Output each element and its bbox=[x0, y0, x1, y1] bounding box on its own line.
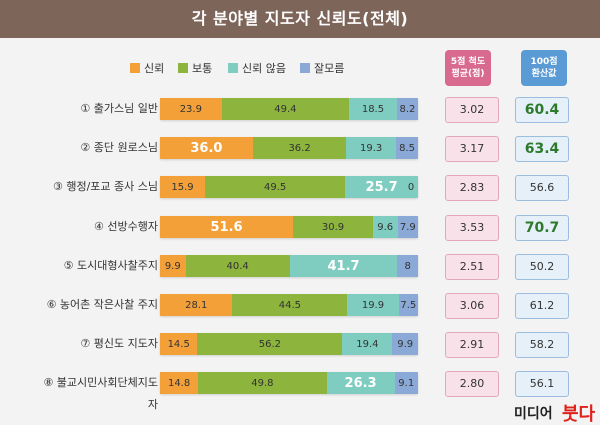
bar-segment-general-monks-normal: 49.4 bbox=[221, 98, 350, 120]
stacked-bar-admin-monks: 15.9 49.5 25.7 0 bbox=[160, 176, 418, 198]
five-point-value-elder-monks: 3.17 bbox=[445, 136, 499, 162]
hundred-point-header: 100점 환산값 bbox=[521, 50, 567, 86]
hundred-point-header-line2: 환산값 bbox=[531, 69, 557, 79]
five-point-value-general-monks: 3.02 bbox=[445, 97, 499, 123]
bar-segment-lay-leaders-distrust: 19.4 bbox=[342, 333, 393, 355]
five-point-header-line1: 5점 척도 bbox=[450, 57, 486, 67]
bar-segment-lay-leaders-trust: 14.5 bbox=[160, 333, 198, 355]
hundred-point-value-general-monks: 60.4 bbox=[515, 97, 569, 123]
stacked-bar-meditators: 51.6 30.9 9.6 7.9 bbox=[160, 216, 418, 238]
bar-segment-civil-society-leaders-normal: 49.8 bbox=[198, 372, 327, 394]
stacked-bar-rural-temple-abbots: 28.1 44.5 19.9 7.5 bbox=[160, 294, 418, 316]
bar-segment-urban-temple-abbots-normal: 40.4 bbox=[185, 255, 290, 277]
legend-item-trust: 신뢰 bbox=[130, 60, 164, 76]
bar-segment-civil-society-leaders-trust: 14.8 bbox=[160, 372, 199, 394]
legend-item-normal: 보통 bbox=[178, 60, 212, 76]
bar-segment-lay-leaders-unknown: 9.9 bbox=[392, 333, 418, 355]
legend-item-unknown: 잘모름 bbox=[300, 60, 344, 76]
bar-segment-rural-temple-abbots-unknown: 7.5 bbox=[398, 294, 418, 316]
hundred-point-header-line1: 100점 bbox=[530, 57, 558, 67]
category-label-rural-temple-abbots: ⑥ 농어촌 작은사찰 주지 bbox=[46, 298, 158, 311]
legend-swatch-distrust bbox=[228, 63, 238, 73]
category-label-urban-temple-abbots: ⑤ 도시대형사찰주지 bbox=[63, 259, 158, 272]
hundred-point-value-civil-society-leaders: 56.1 bbox=[515, 371, 569, 397]
bar-segment-elder-monks-unknown: 8.5 bbox=[396, 137, 418, 159]
bar-segment-urban-temple-abbots-distrust: 41.7 bbox=[289, 255, 398, 277]
hundred-point-value-admin-monks: 56.6 bbox=[515, 175, 569, 201]
bar-segment-civil-society-leaders-unknown: 9.1 bbox=[394, 372, 418, 394]
title-bar bbox=[0, 0, 600, 38]
hundred-point-value-rural-temple-abbots: 61.2 bbox=[515, 293, 569, 319]
logo-text-dark: 미디어 bbox=[514, 405, 553, 422]
legend-swatch-normal bbox=[178, 63, 188, 73]
category-label-meditators: ④ 선방수행자 bbox=[94, 220, 158, 233]
bar-segment-general-monks-trust: 23.9 bbox=[160, 98, 222, 120]
legend-item-distrust: 신뢰 않음 bbox=[228, 60, 286, 76]
category-label-lay-leaders: ⑦ 평신도 지도자 bbox=[80, 337, 158, 350]
stacked-bar-general-monks: 23.9 49.4 18.5 8.2 bbox=[160, 98, 418, 120]
bar-segment-lay-leaders-normal: 56.2 bbox=[197, 333, 343, 355]
bar-segment-rural-temple-abbots-trust: 28.1 bbox=[160, 294, 233, 316]
bar-segment-admin-monks-unknown: 0 bbox=[407, 181, 415, 193]
media-buddha-logo: 미디어 붓다 bbox=[514, 404, 596, 425]
category-label-admin-monks: ③ 행정/포교 종사 스님 bbox=[52, 180, 158, 193]
hundred-point-value-meditators: 70.7 bbox=[515, 215, 569, 241]
legend-swatch-unknown bbox=[300, 63, 310, 73]
five-point-header: 5점 척도 평균(점) bbox=[445, 50, 491, 86]
bar-segment-meditators-normal: 30.9 bbox=[293, 216, 373, 238]
legend-label-trust: 신뢰 bbox=[144, 62, 165, 75]
bar-segment-elder-monks-normal: 36.2 bbox=[252, 137, 347, 159]
five-point-value-lay-leaders: 2.91 bbox=[445, 332, 499, 358]
bar-segment-general-monks-distrust: 18.5 bbox=[349, 98, 397, 120]
bar-segment-general-monks-unknown: 8.2 bbox=[396, 98, 418, 120]
five-point-value-admin-monks: 2.83 bbox=[445, 175, 499, 201]
five-point-header-line2: 평균(점) bbox=[451, 69, 485, 79]
stacked-bar-lay-leaders: 14.5 56.2 19.4 9.9 bbox=[160, 333, 418, 355]
stacked-bar-elder-monks: 36.0 36.2 19.3 8.5 bbox=[160, 137, 418, 159]
bar-segment-meditators-trust: 51.6 bbox=[160, 216, 294, 238]
hundred-point-value-urban-temple-abbots: 50.2 bbox=[515, 254, 569, 280]
legend-swatch-trust bbox=[130, 63, 140, 73]
legend: 신뢰 보통 신뢰 않음 잘모름 bbox=[130, 60, 430, 76]
five-point-value-civil-society-leaders: 2.80 bbox=[445, 371, 499, 397]
stacked-bar-civil-society-leaders: 14.8 49.8 26.3 9.1 bbox=[160, 372, 418, 394]
legend-label-distrust: 신뢰 않음 bbox=[242, 62, 286, 75]
five-point-value-urban-temple-abbots: 2.51 bbox=[445, 254, 499, 280]
stacked-bar-urban-temple-abbots: 9.9 40.4 41.7 8 bbox=[160, 255, 418, 277]
legend-label-unknown: 잘모름 bbox=[314, 62, 345, 75]
bar-segment-admin-monks-distrust: 25.7 bbox=[345, 176, 418, 198]
five-point-value-meditators: 3.53 bbox=[445, 215, 499, 241]
category-label-elder-monks: ② 종단 원로스님 bbox=[80, 141, 158, 154]
five-point-value-rural-temple-abbots: 3.06 bbox=[445, 293, 499, 319]
bar-segment-admin-monks-normal: 49.5 bbox=[205, 176, 346, 198]
bar-segment-urban-temple-abbots-trust: 9.9 bbox=[160, 255, 186, 277]
bar-segment-admin-monks-trust: 15.9 bbox=[160, 176, 206, 198]
bar-segment-elder-monks-distrust: 19.3 bbox=[346, 137, 397, 159]
bar-segment-meditators-distrust: 9.6 bbox=[372, 216, 398, 238]
hundred-point-value-lay-leaders: 58.2 bbox=[515, 332, 569, 358]
bar-segment-meditators-unknown: 7.9 bbox=[397, 216, 418, 238]
bar-segment-civil-society-leaders-distrust: 26.3 bbox=[326, 372, 395, 394]
category-label-general-monks: ① 출가스님 일반 bbox=[80, 102, 158, 115]
bar-segment-rural-temple-abbots-distrust: 19.9 bbox=[347, 294, 399, 316]
chart-title: 각 분야별 지도자 신뢰도(전체) bbox=[191, 9, 409, 28]
hundred-point-value-elder-monks: 63.4 bbox=[515, 136, 569, 162]
bar-segment-rural-temple-abbots-normal: 44.5 bbox=[232, 294, 348, 316]
category-label-civil-society-leaders: ⑧ 불교시민사회단체지도자 bbox=[43, 376, 158, 411]
bar-segment-urban-temple-abbots-unknown: 8 bbox=[397, 255, 418, 277]
bar-segment-elder-monks-trust: 36.0 bbox=[160, 137, 253, 159]
legend-label-normal: 보통 bbox=[192, 62, 213, 75]
logo-text-red: 붓다 bbox=[562, 404, 596, 425]
